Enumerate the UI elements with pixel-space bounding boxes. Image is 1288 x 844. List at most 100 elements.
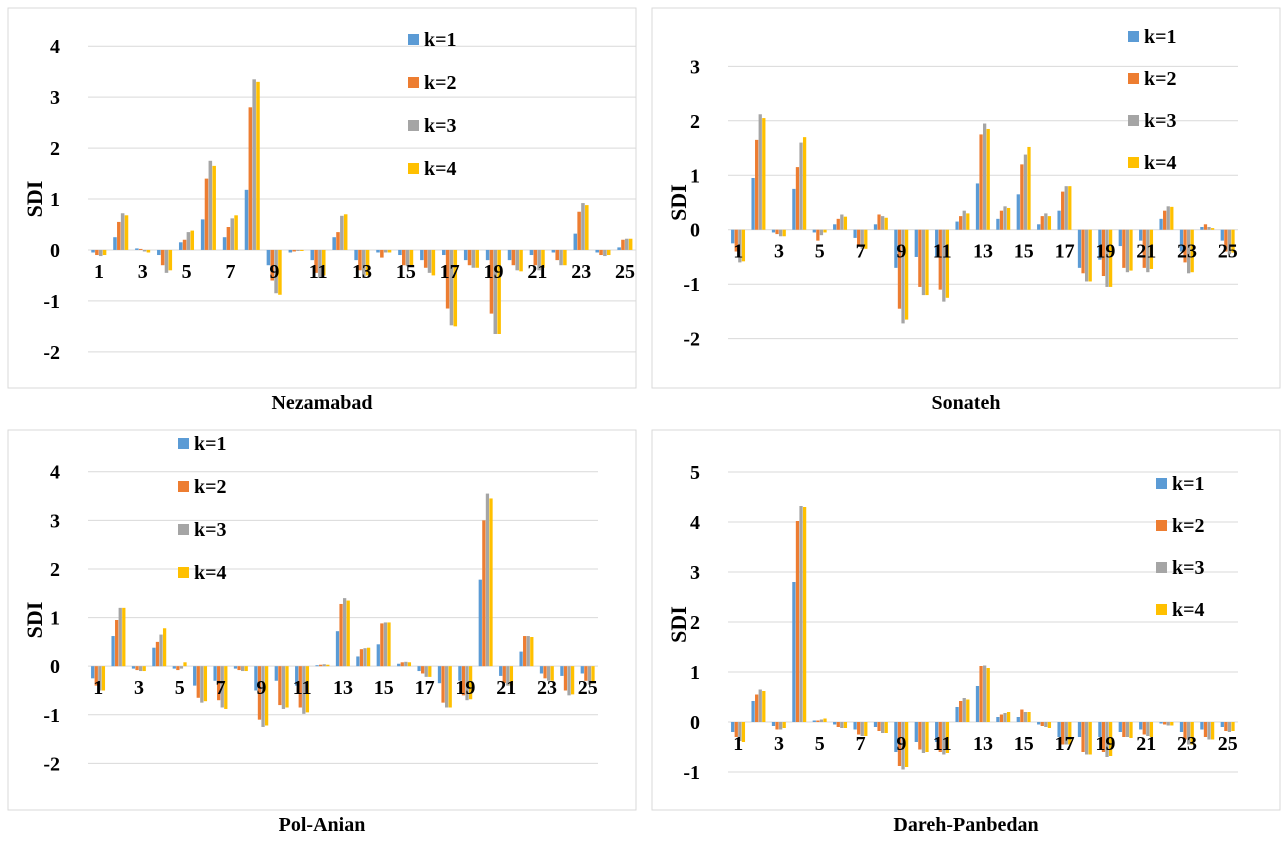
y-tick-label: 1 xyxy=(50,189,60,211)
bar xyxy=(296,249,300,251)
bar xyxy=(894,722,898,752)
bar xyxy=(398,249,402,256)
bar xyxy=(823,229,827,233)
bar xyxy=(962,698,966,722)
bar xyxy=(427,249,432,273)
y-tick-label: 2 xyxy=(50,138,60,160)
bar xyxy=(962,210,966,230)
bar xyxy=(782,229,786,237)
y-tick-label: -2 xyxy=(683,329,700,351)
bar xyxy=(261,666,265,727)
bar xyxy=(550,666,554,681)
bar xyxy=(799,142,803,230)
bar xyxy=(139,666,143,672)
bar xyxy=(1085,229,1089,282)
bar xyxy=(1068,186,1072,230)
bar xyxy=(617,247,621,250)
bar xyxy=(91,249,95,253)
bar xyxy=(204,178,209,250)
bar xyxy=(485,493,490,667)
bar xyxy=(1200,722,1204,730)
bar xyxy=(864,229,868,249)
bar xyxy=(511,249,516,266)
y-tick-label: 0 xyxy=(690,220,700,242)
legend-label: k=1 xyxy=(1144,26,1177,48)
bar xyxy=(840,214,844,230)
bar xyxy=(314,249,318,273)
x-tick-label: 3 xyxy=(774,241,784,263)
bar xyxy=(843,216,848,230)
bar xyxy=(1023,154,1028,230)
legend-swatch xyxy=(1156,604,1167,615)
bar xyxy=(281,666,286,709)
bar xyxy=(193,666,197,686)
y-tick-label: 2 xyxy=(690,111,700,133)
legend-label: k=2 xyxy=(194,476,227,498)
bar xyxy=(897,722,902,766)
bar xyxy=(1027,146,1031,230)
bar xyxy=(1118,722,1122,732)
bar xyxy=(975,686,980,722)
bar xyxy=(1108,229,1113,287)
bar xyxy=(1207,227,1211,230)
x-tick-label: 3 xyxy=(138,261,148,283)
bar xyxy=(1098,229,1102,260)
bar xyxy=(1190,229,1194,273)
y-tick-label: 2 xyxy=(50,559,60,581)
bar xyxy=(506,666,510,686)
bar xyxy=(274,666,278,681)
bar xyxy=(257,666,262,720)
bar xyxy=(326,664,330,667)
bar xyxy=(1105,229,1109,287)
bar xyxy=(1129,229,1133,271)
bar xyxy=(442,249,446,256)
bar xyxy=(160,249,165,266)
bar xyxy=(857,722,861,735)
bar xyxy=(519,249,523,272)
bar xyxy=(1146,229,1150,273)
bar xyxy=(955,707,959,722)
bar xyxy=(359,649,364,667)
bar xyxy=(1003,713,1007,722)
bar xyxy=(98,249,103,257)
bar xyxy=(925,722,929,752)
bar xyxy=(237,666,241,671)
bar xyxy=(983,123,987,230)
bar xyxy=(230,218,235,250)
bar xyxy=(799,506,803,722)
bar xyxy=(1125,722,1130,737)
bar xyxy=(468,666,473,700)
y-tick-label: 4 xyxy=(50,462,60,484)
bar xyxy=(816,720,820,722)
bar xyxy=(1122,229,1126,268)
bar xyxy=(901,229,905,324)
bar xyxy=(172,666,176,669)
bar xyxy=(1047,722,1052,728)
bar xyxy=(519,651,523,667)
bar xyxy=(833,722,837,725)
bar xyxy=(244,666,248,672)
legend-swatch xyxy=(178,438,189,449)
bar xyxy=(441,666,445,703)
bar xyxy=(999,714,1004,722)
bar xyxy=(190,230,195,250)
y-tick-label: -2 xyxy=(43,753,60,775)
bar xyxy=(945,722,950,753)
x-tick-label: 13 xyxy=(352,261,372,283)
bar xyxy=(131,666,136,669)
bar xyxy=(157,249,161,256)
legend-swatch xyxy=(408,120,419,131)
bar xyxy=(979,134,983,230)
bar xyxy=(599,249,603,256)
bar xyxy=(925,229,929,296)
bar xyxy=(212,165,216,250)
bar xyxy=(358,249,362,271)
y-tick-label: 2 xyxy=(690,612,700,634)
bar xyxy=(734,722,738,737)
bar xyxy=(938,229,942,290)
x-tick-label: 15 xyxy=(374,677,394,699)
legend-label: k=3 xyxy=(424,115,457,137)
bar xyxy=(816,229,820,241)
bar xyxy=(533,249,538,266)
bar xyxy=(819,719,824,722)
